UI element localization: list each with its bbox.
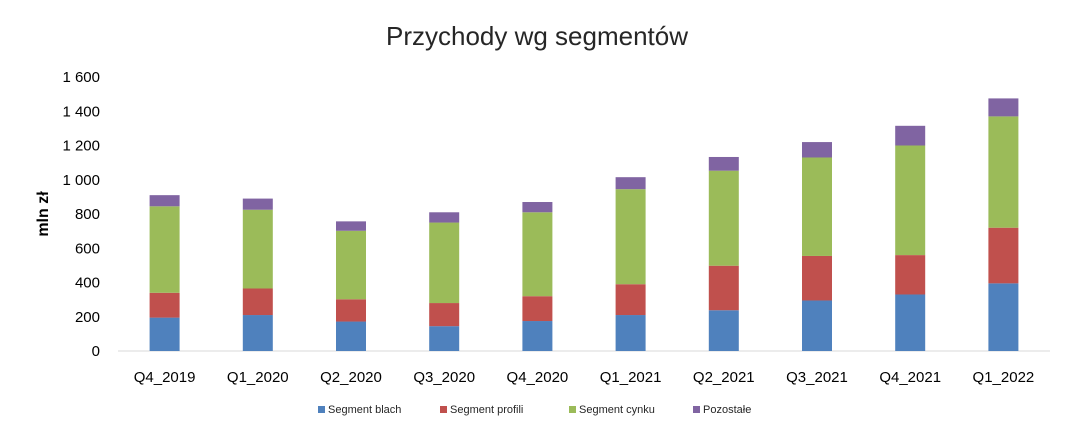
legend-label: Segment cynku <box>579 404 655 416</box>
x-tick-label: Q1_2022 <box>973 369 1035 386</box>
bar-segment <box>708 265 739 311</box>
y-tick-label: 1 600 <box>62 69 100 86</box>
bar-segment <box>895 125 926 146</box>
y-tick-label: 1 400 <box>62 103 100 120</box>
bar-segment <box>988 116 1019 228</box>
bar-segment <box>802 142 832 158</box>
legend-label: Segment blach <box>328 404 401 416</box>
bar-segment <box>149 195 180 207</box>
legend-swatch <box>318 406 325 413</box>
bar-segment <box>708 310 739 351</box>
bar-segment <box>988 283 1019 351</box>
chart-title: Przychody wg segmentów <box>386 21 688 51</box>
legend-label: Segment profili <box>450 404 523 416</box>
bar-segment <box>615 284 646 316</box>
bar-segment <box>895 255 926 295</box>
bar-segment <box>242 288 273 316</box>
y-axis-label: mln zł <box>35 191 52 237</box>
x-tick-label: Q4_2020 <box>507 369 569 386</box>
bar-segment <box>242 209 273 289</box>
bar-segment <box>615 189 646 285</box>
bar-segment <box>615 315 646 351</box>
legend: Segment blach Segment profili Segment cynk… <box>318 404 751 416</box>
bar-segment <box>522 202 553 213</box>
bar-segment <box>336 321 366 351</box>
x-axis: Q4_2019 Q1_2020 Q2_2020 Q3_2020 Q4_2020 Q1_20… <box>118 350 1050 386</box>
bar-segment <box>802 255 832 301</box>
bar-segment <box>429 212 460 223</box>
bar-segment <box>242 315 273 351</box>
x-tick-label: Q1_2020 <box>227 369 289 386</box>
legend-swatch <box>569 406 576 413</box>
y-tick-label: 800 <box>75 206 100 223</box>
bar-segment <box>149 206 180 293</box>
bar-segment <box>895 294 926 351</box>
bar-segment <box>522 212 553 297</box>
bar-segment <box>988 227 1019 284</box>
bar-segment <box>429 222 460 304</box>
bar-segment <box>895 145 926 256</box>
bar-segment <box>429 326 460 351</box>
bar-segment <box>336 230 366 300</box>
bar-segment <box>522 296 553 322</box>
bar-segment <box>429 303 460 327</box>
x-tick-label: Q1_2021 <box>600 369 662 386</box>
y-tick-label: 1 200 <box>62 138 100 155</box>
legend-swatch <box>693 406 700 413</box>
bars <box>149 98 1019 351</box>
x-tick-label: Q3_2020 <box>413 369 475 386</box>
bar-segment <box>615 177 646 190</box>
x-tick-label: Q4_2021 <box>879 369 941 386</box>
bar-segment <box>522 321 553 351</box>
bar-segment <box>336 221 366 231</box>
bar-segment <box>149 292 180 318</box>
x-tick-label: Q4_2019 <box>134 369 196 386</box>
y-axis: 0 200 400 600 800 1 000 1 200 1 400 1 600 <box>62 69 100 360</box>
x-tick-label: Q3_2021 <box>786 369 848 386</box>
y-tick-label: 0 <box>92 343 100 360</box>
y-tick-label: 400 <box>75 275 100 292</box>
y-tick-label: 600 <box>75 240 100 257</box>
bar-segment <box>336 299 366 322</box>
legend-swatch <box>440 406 447 413</box>
legend-label: Pozostałe <box>703 404 751 416</box>
bar-segment <box>708 170 739 266</box>
y-tick-label: 200 <box>75 309 100 326</box>
bar-segment <box>242 198 273 210</box>
x-tick-label: Q2_2020 <box>320 369 382 386</box>
x-tick-label: Q2_2021 <box>693 369 755 386</box>
y-tick-label: 1 000 <box>62 172 100 189</box>
bar-segment <box>802 300 832 351</box>
bar-segment <box>988 98 1019 117</box>
bar-segment <box>802 157 832 256</box>
bar-segment <box>708 156 739 171</box>
bar-segment <box>149 317 180 351</box>
